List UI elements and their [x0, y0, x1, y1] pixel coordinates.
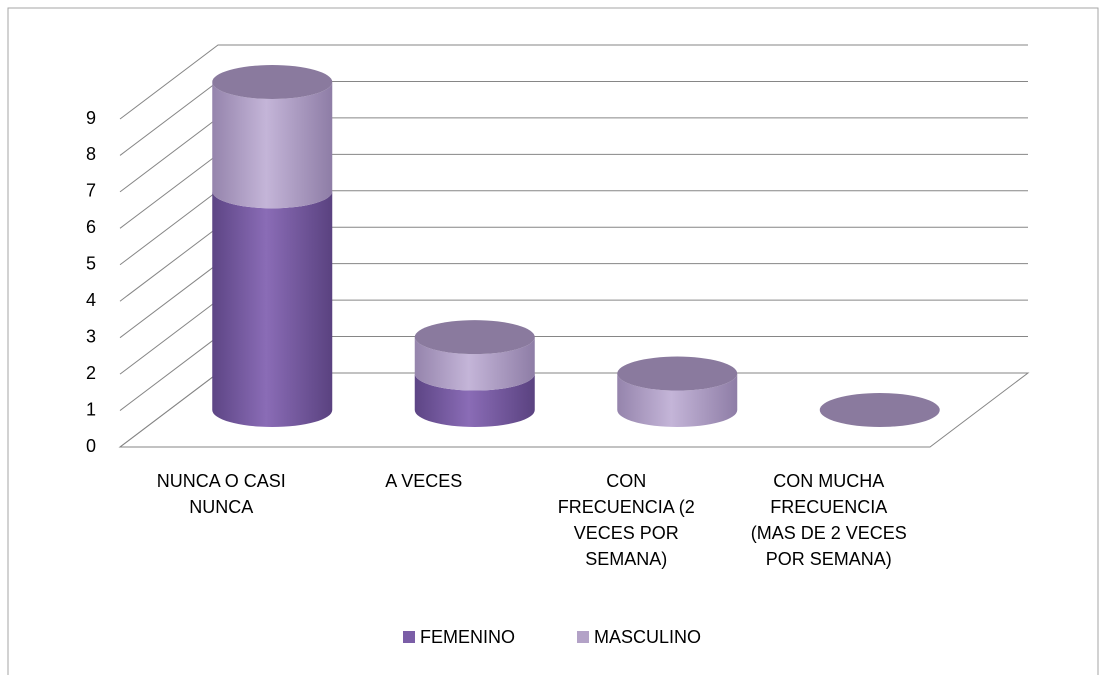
- y-tick-label: 9: [86, 108, 96, 128]
- legend-swatch: [577, 631, 589, 643]
- chart-border: [7, 7, 1099, 680]
- cylinder-segment: [414, 337, 535, 391]
- x-tick-label: A VECES: [385, 471, 462, 491]
- legend-label: MASCULINO: [594, 627, 701, 647]
- y-tick-label: 8: [86, 144, 96, 164]
- y-tick-label: 6: [86, 217, 96, 237]
- cylinder-segment: [212, 82, 333, 209]
- x-tick-label: CON FRECUENCIA (2 VECES POR SEMANA): [558, 471, 695, 569]
- x-tick-label: NUNCA O CASI NUNCA: [157, 471, 286, 517]
- cylinder-cap: [819, 393, 940, 427]
- legend-label: FEMENINO: [420, 627, 515, 647]
- y-tick-label: 2: [86, 363, 96, 383]
- y-tick-label: 1: [86, 399, 96, 419]
- y-tick-label: 3: [86, 326, 96, 346]
- y-tick-label: 0: [86, 436, 96, 456]
- cylinder-segment: [212, 191, 333, 427]
- y-tick-label: 7: [86, 181, 96, 201]
- grid-line: [119, 44, 1028, 120]
- cylinder-segment: [617, 373, 738, 427]
- y-tick-label: 4: [86, 290, 96, 310]
- cylinder-segment: [414, 373, 535, 427]
- cylinder-cap: [414, 320, 535, 355]
- cylinder-cap: [212, 65, 333, 99]
- legend-swatch: [403, 631, 415, 643]
- x-tick-label: CON MUCHA FRECUENCIA (MAS DE 2 VECES POR SE…: [751, 471, 907, 569]
- cylinder-cap: [617, 356, 738, 391]
- y-tick-label: 5: [86, 254, 96, 274]
